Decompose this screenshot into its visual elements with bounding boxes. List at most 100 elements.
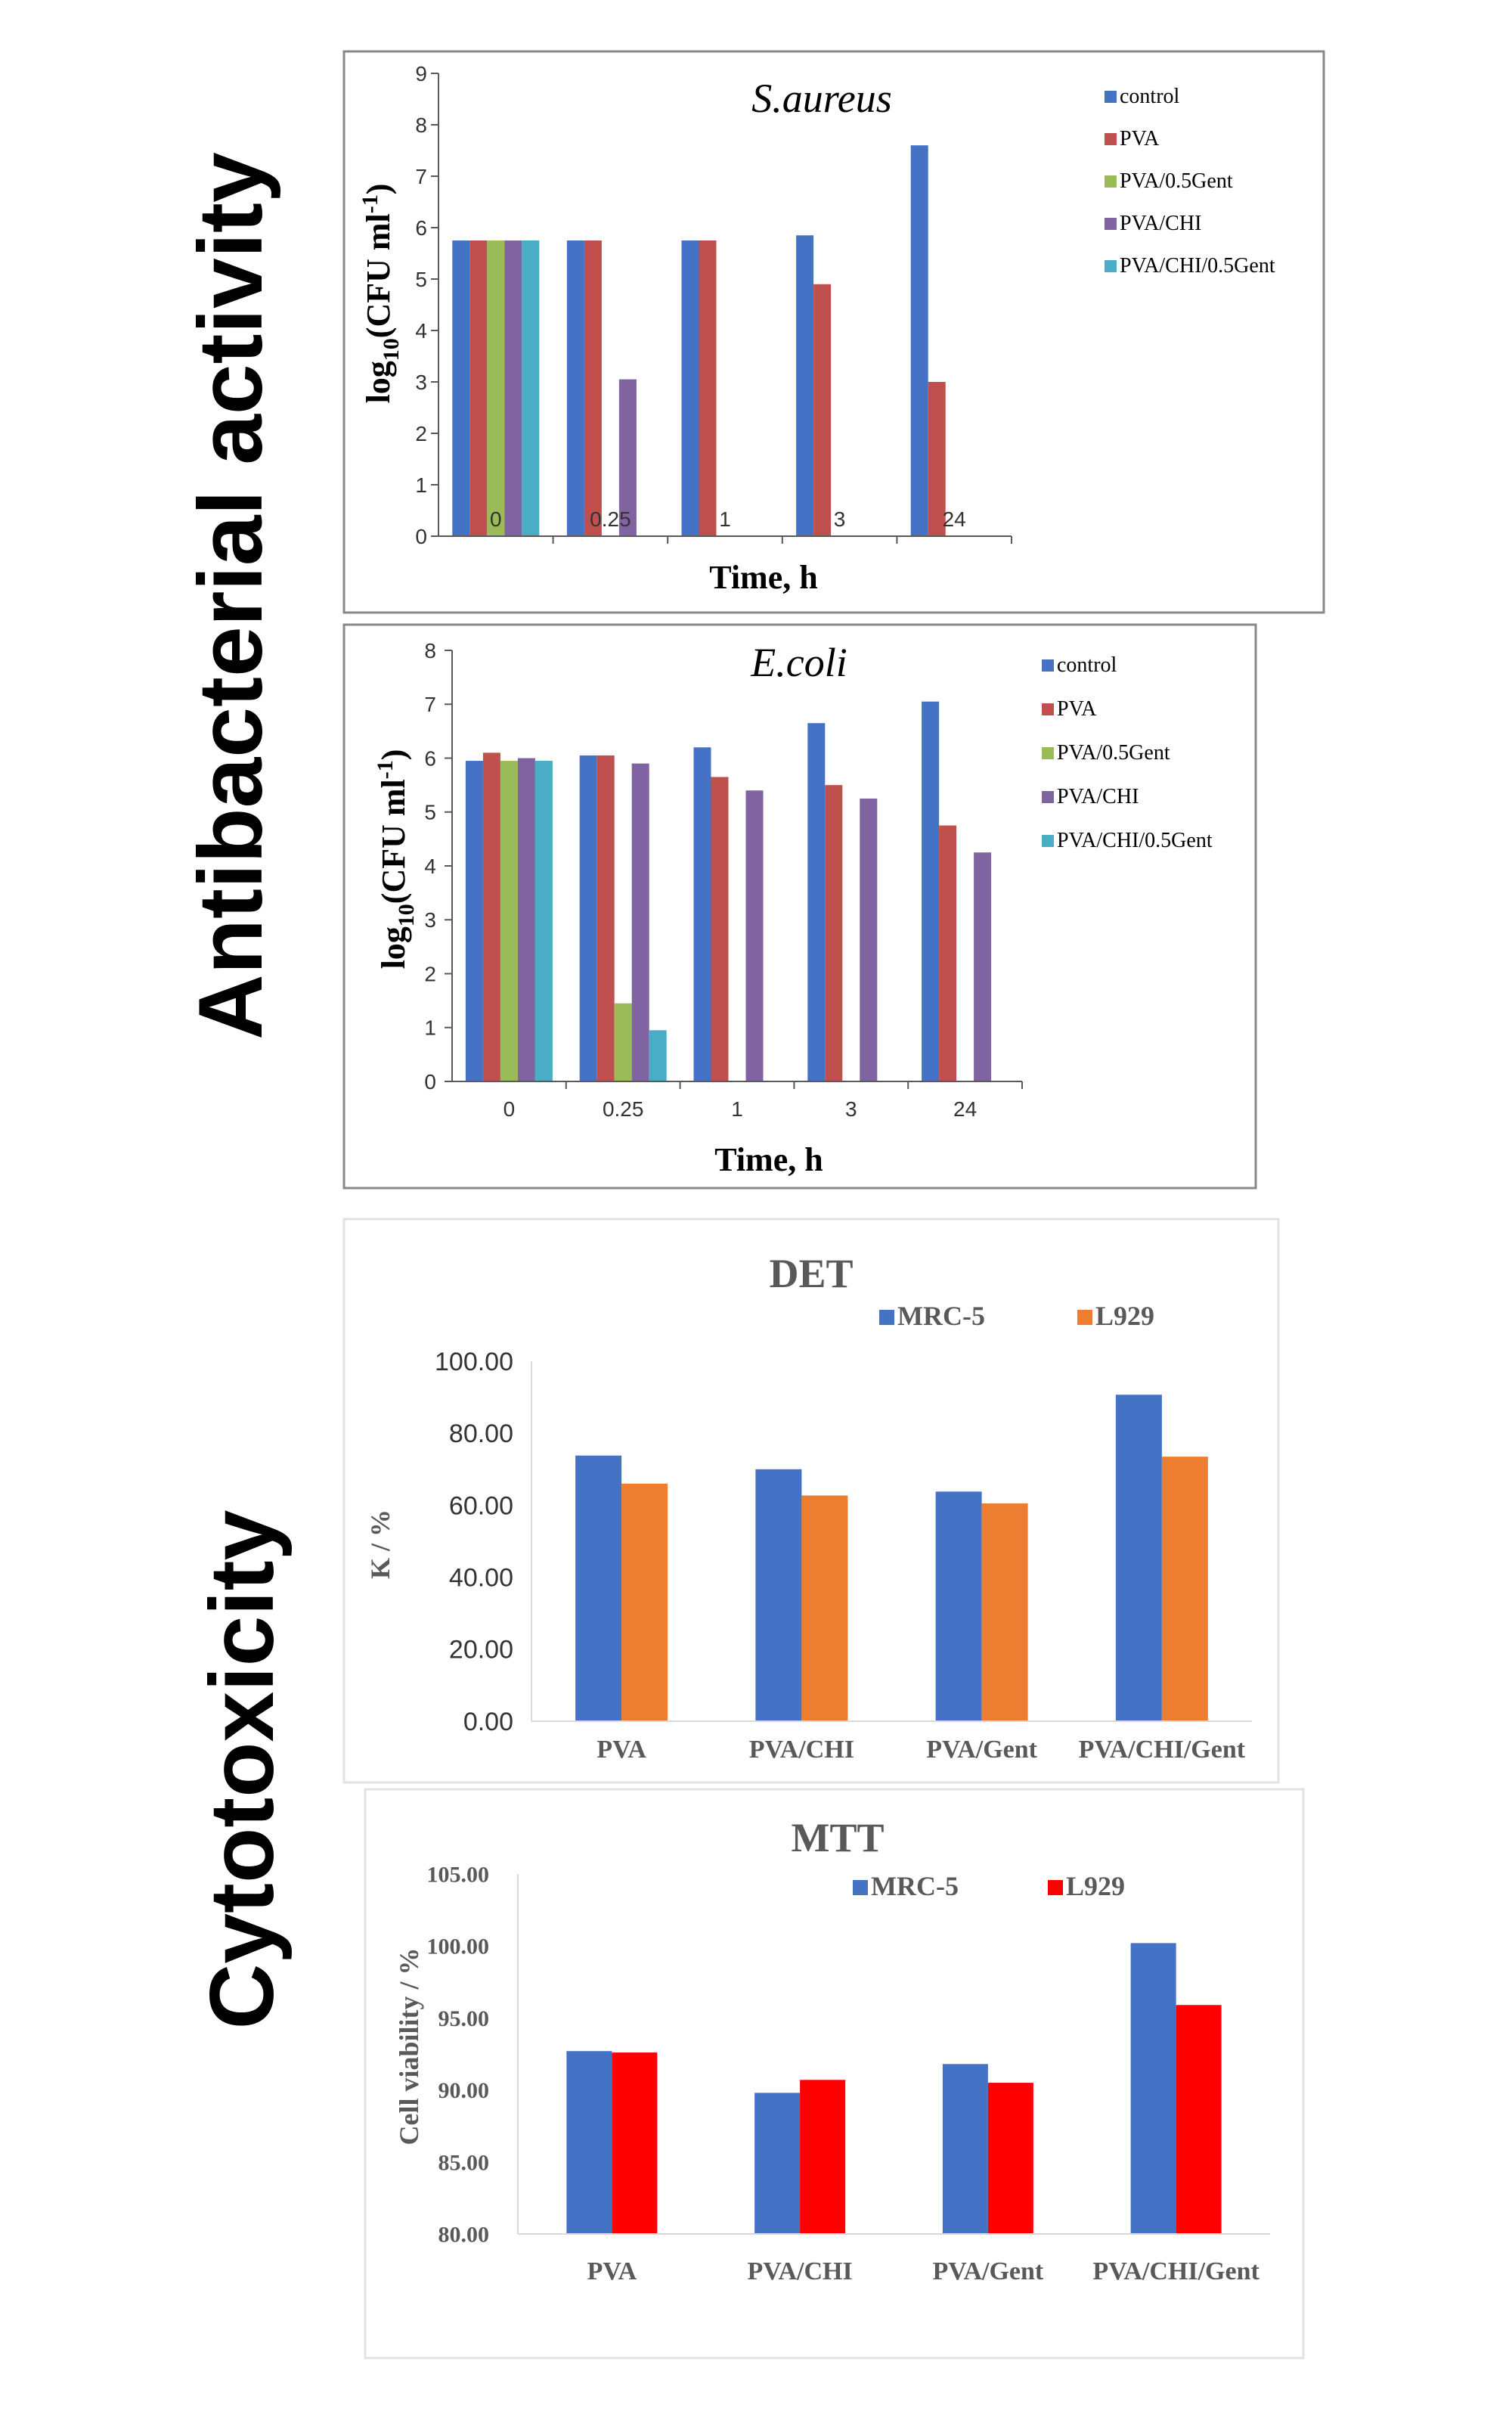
x-tick-label: PVA/CHI [748,2257,853,2285]
bar-l929-pva [621,1483,668,1721]
bar-pva-24 [939,825,957,1081]
bar-mrc-5-pva-gent [935,1491,982,1721]
y-tick-label: 3 [415,371,427,394]
y-tick-label: 20.00 [449,1636,513,1665]
bar-l929-pva [612,2052,658,2234]
bar-l929-pva-gent [981,1503,1028,1721]
legend-label-pva-chi: PVA/CHI [1120,212,1201,235]
y-axis-label: log10(CFU ml-1) [358,184,404,404]
legend-swatch-pva [1105,133,1117,145]
bar-pva-24 [928,382,946,536]
y-tick-label: 2 [424,962,436,985]
legend-swatch-pva-chi [1042,791,1054,803]
legend-label-control: control [1120,85,1180,108]
ecoli-chart: E.coli Time, h log10(CFU ml-1) 0 1 2 3 4 5 6 7 8… [342,623,1257,1190]
legend: MRC-5 L929 [853,1871,1125,1901]
legend-swatch-mrc-5 [853,1880,868,1895]
cytotoxicity-label: Cytotoxicity [191,1509,293,2030]
chart-title: MTT [791,1815,884,1860]
x-tick-label: 0 [503,1097,516,1121]
x-tick-label: 0.25 [603,1097,644,1121]
saureus-chart: S.aureus Time, h log10(CFU ml-1) 0 1 2 3 4 5 6… [342,50,1325,614]
y-tick-label: 2 [415,422,427,445]
x-tick-label: 1 [731,1097,743,1121]
bar-pva-chi-0-5gent-0 [534,761,553,1081]
y-tick-label: 0 [424,1070,436,1094]
legend-label-control: control [1057,653,1117,677]
bar-pva-3 [825,785,843,1081]
bar-pva-0 [469,240,488,536]
legend-swatch-control [1042,659,1054,672]
legend-swatch-l929 [1048,1880,1063,1895]
legend-label-pva: PVA [1057,697,1097,721]
y-tick-label: 60.00 [449,1491,513,1520]
bar-pva-chi-24 [974,852,992,1081]
x-tick-label: 0 [490,507,502,531]
y-tick-label: 0.00 [463,1708,513,1736]
y-tick-label: 7 [424,693,436,716]
chart-title: S.aureus [751,76,892,121]
bar-mrc-5-pva-chi [755,1469,802,1721]
y-tick-label: 5 [424,801,436,824]
x-tick-label: 24 [953,1097,977,1121]
bar-pva-0 [482,752,500,1081]
legend-swatch-pva-0-5gent [1105,175,1117,188]
bar-pva-0-5gent-0-25 [614,1003,632,1081]
bar-control-24 [922,701,940,1081]
bar-l929-pva-chi-gent [1176,2005,1222,2234]
y-tick-label: 40.00 [449,1564,513,1593]
y-tick-label: 90.00 [438,2078,490,2103]
plot-area: 80.00 85.00 90.00 95.00 100.00 105.00 PVA PVA/C… [427,1863,1270,2285]
plot-area: 0 1 2 3 4 5 6 7 8 9 0 0.25 1 3 24 [415,62,1012,548]
bar-l929-pva-chi [800,2080,846,2234]
bar-control-0 [452,240,470,536]
legend-label-pva: PVA [1120,127,1160,150]
bar-pva-chi-0-5gent-0 [522,240,540,536]
legend-swatch-pva [1042,703,1054,715]
y-tick-label: 105.00 [427,1863,490,1888]
x-tick-label: PVA/Gent [926,1736,1037,1764]
bar-control-3 [807,723,826,1081]
y-tick-label: 7 [415,165,427,188]
bar-control-24 [910,145,928,536]
bar-pva-chi-0 [504,240,522,536]
y-tick-label: 4 [424,855,436,878]
bar-control-0 [465,761,483,1081]
bar-control-0-25 [579,755,597,1081]
bar-mrc-5-pva [566,2051,612,2234]
bar-pva-3 [813,284,832,536]
x-axis-label: Time, h [709,559,817,596]
mtt-chart: MTT Cell viability / % 80.00 85.00 90.00 95… [364,1788,1305,2360]
legend: control PVA PVA/0.5Gent PVA/CHI PVA/CHI/0.5G… [1105,85,1275,278]
y-tick-label: 95.00 [438,2006,490,2031]
bar-pva-0-5gent-0 [500,761,518,1081]
det-chart: DET K / % 0.00 20.00 40.00 60.00 80.00 100.00… [342,1218,1280,1784]
legend-label-pva-0-5gent: PVA/0.5Gent [1057,741,1170,765]
y-tick-label: 100.00 [435,1348,513,1376]
x-axis-label: Time, h [714,1141,823,1178]
plot-area: 0.00 20.00 40.00 60.00 80.00 100.00 PVA PVA/CHI… [435,1348,1252,1764]
y-tick-label: 0 [415,525,427,548]
x-tick-label: PVA/Gent [933,2257,1044,2285]
legend-swatch-pva-chi [1105,218,1117,230]
y-tick-label: 80.00 [438,2223,490,2248]
y-tick-label: 1 [415,473,427,497]
y-axis-label: Cell viability / % [394,1948,424,2145]
y-tick-label: 85.00 [438,2150,490,2175]
y-tick-label: 100.00 [427,1934,490,1959]
legend-swatch-l929 [1077,1310,1092,1325]
bar-mrc-5-pva-chi-gent [1115,1395,1162,1721]
bar-pva-chi-1 [745,790,764,1081]
bar-l929-pva-chi-gent [1161,1457,1208,1721]
y-axis-label: log10(CFU ml-1) [373,749,419,970]
legend-swatch-pva-chi-0-5gent [1105,260,1117,272]
y-tick-label: 4 [415,319,427,343]
x-tick-label: 1 [719,507,731,531]
x-tick-label: 24 [943,507,966,531]
x-tick-label: PVA [596,1736,646,1764]
x-tick-label: PVA [587,2257,637,2285]
bar-l929-pva-gent [987,2083,1033,2234]
bar-pva-0-5gent-0 [487,240,505,536]
legend-swatch-control [1105,91,1117,103]
bar-pva-chi-0-5gent-0-25 [649,1030,667,1081]
